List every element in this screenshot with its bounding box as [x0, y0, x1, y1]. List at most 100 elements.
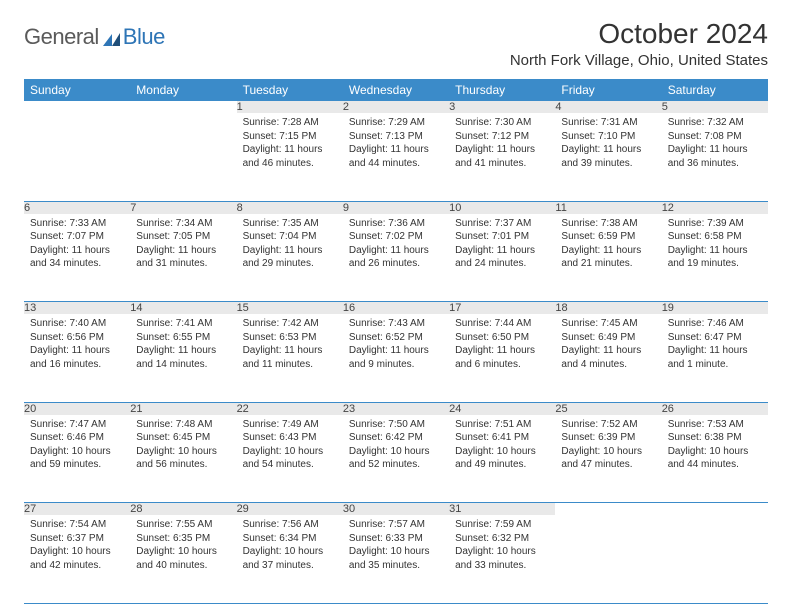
day-cell-empty: [130, 113, 236, 201]
week-1-daynum-row: 6789101112: [24, 201, 768, 214]
day-3-sunrise: Sunrise: 7:30 AM: [455, 116, 549, 130]
day-number-12: 12: [662, 201, 768, 214]
day-7-sunset: Sunset: 7:05 PM: [136, 230, 230, 244]
day-body-18: Sunrise: 7:45 AMSunset: 6:49 PMDaylight:…: [555, 314, 661, 377]
day-cell-28: Sunrise: 7:55 AMSunset: 6:35 PMDaylight:…: [130, 515, 236, 603]
calendar-page: General Blue October 2024 North Fork Vil…: [0, 0, 792, 604]
day-cell-25: Sunrise: 7:52 AMSunset: 6:39 PMDaylight:…: [555, 415, 661, 503]
day-22-sunset: Sunset: 6:43 PM: [243, 431, 337, 445]
day-24-sunrise: Sunrise: 7:51 AM: [455, 418, 549, 432]
day-number-22: 22: [237, 402, 343, 415]
day-22-sunrise: Sunrise: 7:49 AM: [243, 418, 337, 432]
day-cell-2: Sunrise: 7:29 AMSunset: 7:13 PMDaylight:…: [343, 113, 449, 201]
day-number-16: 16: [343, 302, 449, 315]
day-body-24: Sunrise: 7:51 AMSunset: 6:41 PMDaylight:…: [449, 415, 555, 478]
day-27-daylight: Daylight: 10 hours and 42 minutes.: [30, 545, 124, 572]
day-number-24: 24: [449, 402, 555, 415]
day-14-sunrise: Sunrise: 7:41 AM: [136, 317, 230, 331]
day-27-sunrise: Sunrise: 7:54 AM: [30, 518, 124, 532]
day-cell-21: Sunrise: 7:48 AMSunset: 6:45 PMDaylight:…: [130, 415, 236, 503]
day-9-sunset: Sunset: 7:02 PM: [349, 230, 443, 244]
day-5-sunrise: Sunrise: 7:32 AM: [668, 116, 762, 130]
day-29-sunset: Sunset: 6:34 PM: [243, 532, 337, 546]
day-number-9: 9: [343, 201, 449, 214]
day-13-sunset: Sunset: 6:56 PM: [30, 331, 124, 345]
day-26-daylight: Daylight: 10 hours and 44 minutes.: [668, 445, 762, 472]
day-31-sunset: Sunset: 6:32 PM: [455, 532, 549, 546]
day-cell-4: Sunrise: 7:31 AMSunset: 7:10 PMDaylight:…: [555, 113, 661, 201]
day-cell-7: Sunrise: 7:34 AMSunset: 7:05 PMDaylight:…: [130, 214, 236, 302]
day-body-27: Sunrise: 7:54 AMSunset: 6:37 PMDaylight:…: [24, 515, 130, 578]
day-17-sunset: Sunset: 6:50 PM: [455, 331, 549, 345]
day-cell-9: Sunrise: 7:36 AMSunset: 7:02 PMDaylight:…: [343, 214, 449, 302]
day-8-sunset: Sunset: 7:04 PM: [243, 230, 337, 244]
day-cell-30: Sunrise: 7:57 AMSunset: 6:33 PMDaylight:…: [343, 515, 449, 603]
calendar-weekday-header: SundayMondayTuesdayWednesdayThursdayFrid…: [24, 79, 768, 101]
day-number-11: 11: [555, 201, 661, 214]
logo-mark-icon: [103, 32, 121, 46]
week-4-daynum-row: 2728293031: [24, 503, 768, 516]
day-7-sunrise: Sunrise: 7:34 AM: [136, 217, 230, 231]
day-number-30: 30: [343, 503, 449, 516]
day-15-sunset: Sunset: 6:53 PM: [243, 331, 337, 345]
day-number-26: 26: [662, 402, 768, 415]
day-22-daylight: Daylight: 10 hours and 54 minutes.: [243, 445, 337, 472]
weekday-header-saturday: Saturday: [662, 79, 768, 101]
day-number-7: 7: [130, 201, 236, 214]
day-6-sunset: Sunset: 7:07 PM: [30, 230, 124, 244]
day-cell-3: Sunrise: 7:30 AMSunset: 7:12 PMDaylight:…: [449, 113, 555, 201]
day-31-sunrise: Sunrise: 7:59 AM: [455, 518, 549, 532]
day-cell-empty: [24, 113, 130, 201]
week-3-daynum-row: 20212223242526: [24, 402, 768, 415]
day-body-21: Sunrise: 7:48 AMSunset: 6:45 PMDaylight:…: [130, 415, 236, 478]
day-number-2: 2: [343, 101, 449, 113]
day-number-13: 13: [24, 302, 130, 315]
day-16-sunset: Sunset: 6:52 PM: [349, 331, 443, 345]
day-9-daylight: Daylight: 11 hours and 26 minutes.: [349, 244, 443, 271]
day-number-25: 25: [555, 402, 661, 415]
day-8-sunrise: Sunrise: 7:35 AM: [243, 217, 337, 231]
day-body-25: Sunrise: 7:52 AMSunset: 6:39 PMDaylight:…: [555, 415, 661, 478]
day-cell-11: Sunrise: 7:38 AMSunset: 6:59 PMDaylight:…: [555, 214, 661, 302]
day-20-daylight: Daylight: 10 hours and 59 minutes.: [30, 445, 124, 472]
day-28-sunset: Sunset: 6:35 PM: [136, 532, 230, 546]
day-5-sunset: Sunset: 7:08 PM: [668, 130, 762, 144]
day-number-10: 10: [449, 201, 555, 214]
day-25-daylight: Daylight: 10 hours and 47 minutes.: [561, 445, 655, 472]
day-3-daylight: Daylight: 11 hours and 41 minutes.: [455, 143, 549, 170]
day-body-5: Sunrise: 7:32 AMSunset: 7:08 PMDaylight:…: [662, 113, 768, 176]
day-10-sunset: Sunset: 7:01 PM: [455, 230, 549, 244]
day-cell-23: Sunrise: 7:50 AMSunset: 6:42 PMDaylight:…: [343, 415, 449, 503]
day-18-sunset: Sunset: 6:49 PM: [561, 331, 655, 345]
weekday-header-tuesday: Tuesday: [237, 79, 343, 101]
day-body-22: Sunrise: 7:49 AMSunset: 6:43 PMDaylight:…: [237, 415, 343, 478]
day-number-empty: [130, 101, 236, 113]
day-cell-17: Sunrise: 7:44 AMSunset: 6:50 PMDaylight:…: [449, 314, 555, 402]
week-1-row: Sunrise: 7:33 AMSunset: 7:07 PMDaylight:…: [24, 214, 768, 302]
day-2-daylight: Daylight: 11 hours and 44 minutes.: [349, 143, 443, 170]
day-body-28: Sunrise: 7:55 AMSunset: 6:35 PMDaylight:…: [130, 515, 236, 578]
day-17-daylight: Daylight: 11 hours and 6 minutes.: [455, 344, 549, 371]
day-30-daylight: Daylight: 10 hours and 35 minutes.: [349, 545, 443, 572]
day-number-empty: [662, 503, 768, 516]
day-body-2: Sunrise: 7:29 AMSunset: 7:13 PMDaylight:…: [343, 113, 449, 176]
week-3-row: Sunrise: 7:47 AMSunset: 6:46 PMDaylight:…: [24, 415, 768, 503]
day-body-31: Sunrise: 7:59 AMSunset: 6:32 PMDaylight:…: [449, 515, 555, 578]
day-8-daylight: Daylight: 11 hours and 29 minutes.: [243, 244, 337, 271]
day-body-30: Sunrise: 7:57 AMSunset: 6:33 PMDaylight:…: [343, 515, 449, 578]
day-body-26: Sunrise: 7:53 AMSunset: 6:38 PMDaylight:…: [662, 415, 768, 478]
day-11-daylight: Daylight: 11 hours and 21 minutes.: [561, 244, 655, 271]
day-18-daylight: Daylight: 11 hours and 4 minutes.: [561, 344, 655, 371]
week-0-row: Sunrise: 7:28 AMSunset: 7:15 PMDaylight:…: [24, 113, 768, 201]
day-28-daylight: Daylight: 10 hours and 40 minutes.: [136, 545, 230, 572]
logo-text-blue: Blue: [123, 24, 165, 50]
day-number-17: 17: [449, 302, 555, 315]
day-cell-26: Sunrise: 7:53 AMSunset: 6:38 PMDaylight:…: [662, 415, 768, 503]
day-29-sunrise: Sunrise: 7:56 AM: [243, 518, 337, 532]
logo: General Blue: [24, 18, 165, 50]
page-subtitle: North Fork Village, Ohio, United States: [510, 52, 768, 69]
day-cell-12: Sunrise: 7:39 AMSunset: 6:58 PMDaylight:…: [662, 214, 768, 302]
day-cell-22: Sunrise: 7:49 AMSunset: 6:43 PMDaylight:…: [237, 415, 343, 503]
day-4-sunset: Sunset: 7:10 PM: [561, 130, 655, 144]
day-14-daylight: Daylight: 11 hours and 14 minutes.: [136, 344, 230, 371]
